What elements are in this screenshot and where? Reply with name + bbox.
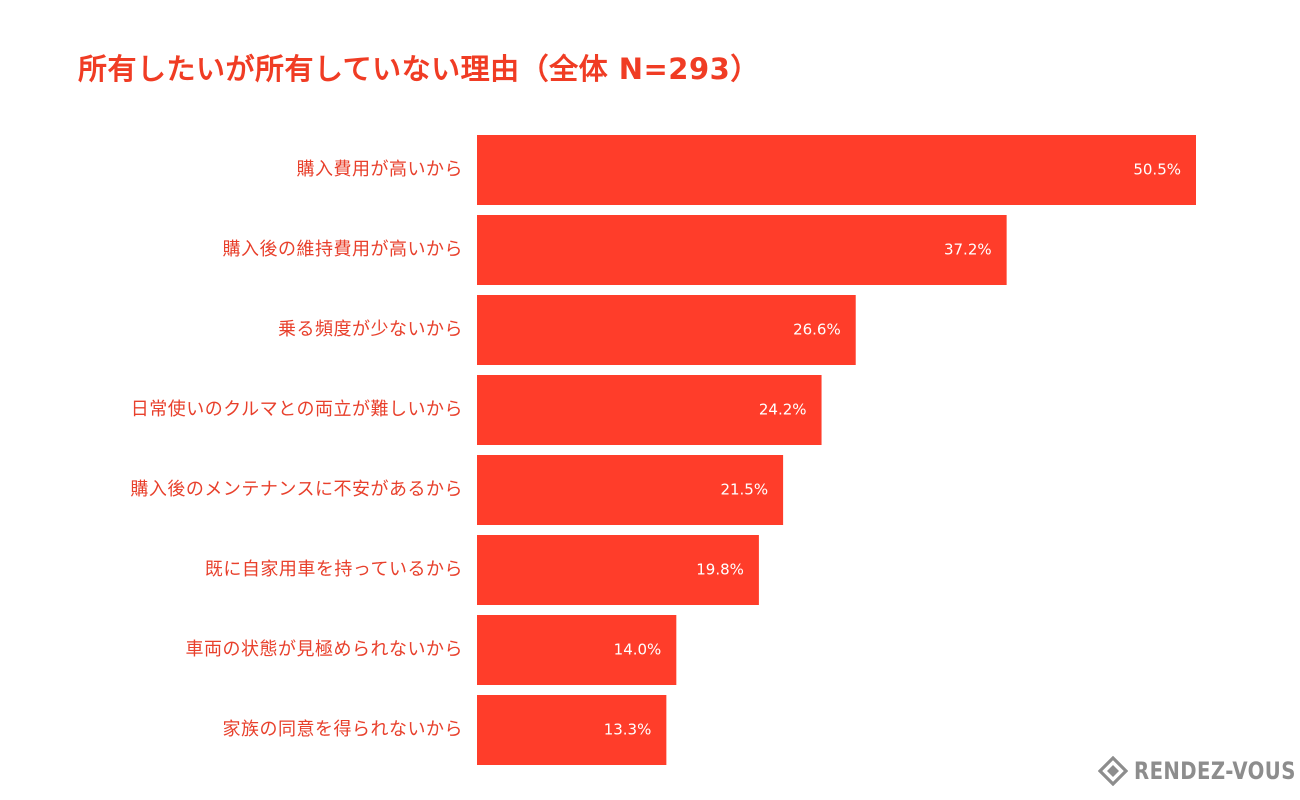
bar-3 xyxy=(477,295,856,365)
category-label-8: 家族の同意を得られないから xyxy=(223,719,464,740)
value-label-5: 21.5% xyxy=(720,481,768,499)
value-label-8: 13.3% xyxy=(604,721,652,739)
bar-7 xyxy=(477,615,677,685)
bar-1 xyxy=(477,135,1196,205)
bar-4 xyxy=(477,375,822,445)
category-label-6: 既に自家用車を持っているから xyxy=(205,559,463,580)
rendez-vous-logo-icon xyxy=(1098,756,1128,786)
category-label-1: 購入費用が高いから xyxy=(297,159,464,180)
category-label-4: 日常使いのクルマとの両立が難しいから xyxy=(131,399,463,420)
value-label-1: 50.5% xyxy=(1133,161,1181,179)
bar-5 xyxy=(477,455,784,525)
bar-2 xyxy=(477,215,1007,285)
value-label-6: 19.8% xyxy=(696,561,744,579)
category-label-2: 購入後の維持費用が高いから xyxy=(223,239,464,260)
bar-6 xyxy=(477,535,759,605)
category-label-5: 購入後のメンテナンスに不安があるから xyxy=(130,479,463,500)
bar-8 xyxy=(477,695,667,765)
brand-logo: RENDEZ-VOUS xyxy=(1098,756,1296,786)
chart-title: 所有したいが所有していない理由（全体 N=293） xyxy=(78,52,760,86)
category-label-7: 車両の状態が見極められないから xyxy=(186,639,464,660)
brand-logo-text: RENDEZ-VOUS xyxy=(1134,757,1296,785)
value-label-3: 26.6% xyxy=(793,321,841,339)
category-label-3: 乗る頻度が少ないから xyxy=(278,319,463,340)
value-label-2: 37.2% xyxy=(944,241,992,259)
value-label-7: 14.0% xyxy=(614,641,662,659)
value-label-4: 24.2% xyxy=(759,401,807,419)
